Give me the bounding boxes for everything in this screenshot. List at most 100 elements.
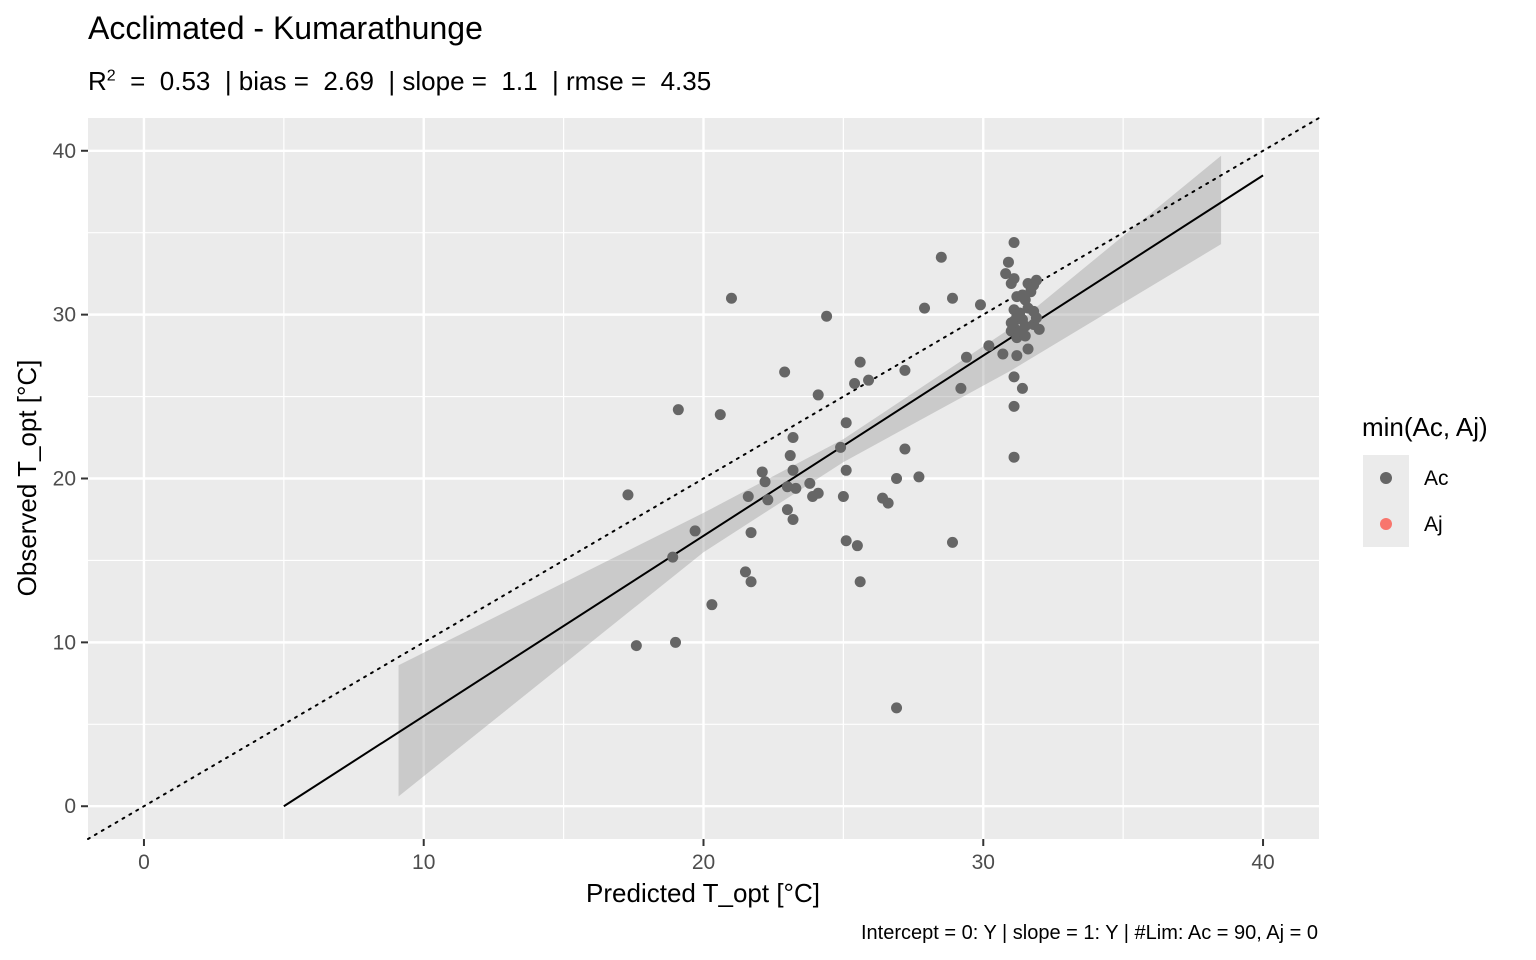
data-point — [812, 487, 824, 499]
r2-label: R — [88, 66, 107, 96]
data-point — [840, 535, 852, 547]
data-point — [689, 525, 701, 537]
y-axis-title: Observed T_opt [°C] — [12, 360, 42, 597]
data-point — [1008, 451, 1020, 463]
x-tick-label: 20 — [692, 851, 715, 874]
data-point — [913, 471, 925, 483]
y-tick-label: 10 — [53, 631, 76, 654]
data-point — [622, 489, 634, 501]
y-axis: 0 10 20 30 40 — [53, 140, 88, 818]
x-axis-title: Predicted T_opt [°C] — [586, 878, 820, 908]
chart-caption: Intercept = 0: Y | slope = 1: Y | #Lim: … — [861, 922, 1318, 944]
data-point — [630, 640, 642, 652]
x-tick-label: 10 — [412, 851, 435, 874]
x-axis: 0 10 20 30 40 — [138, 839, 1275, 874]
data-point — [759, 476, 771, 488]
data-point — [784, 450, 796, 462]
x-tick-label: 0 — [138, 851, 150, 874]
data-point — [1000, 268, 1012, 280]
stats-text: = 0.53 | bias = 2.69 | slope = 1.1 | rms… — [115, 66, 712, 96]
data-point — [974, 299, 986, 311]
data-point — [1011, 350, 1023, 362]
data-point — [739, 566, 751, 578]
data-point — [946, 536, 958, 548]
data-point — [1030, 312, 1042, 324]
legend-title: min(Ac, Aj) — [1362, 412, 1488, 442]
data-point — [1008, 371, 1020, 383]
data-point — [787, 464, 799, 476]
data-point — [762, 494, 774, 506]
legend: min(Ac, Aj) Ac Aj — [1362, 412, 1488, 547]
data-point — [997, 348, 1009, 360]
data-point — [672, 404, 684, 416]
data-point — [1008, 273, 1020, 285]
data-point — [1019, 330, 1031, 342]
data-point — [854, 576, 866, 588]
data-point — [781, 481, 793, 493]
regression-line — [283, 174, 1264, 808]
data-point — [787, 432, 799, 444]
y-tick-label: 30 — [53, 304, 76, 327]
data-point — [899, 443, 911, 455]
data-point — [835, 441, 847, 453]
data-point — [891, 702, 903, 714]
data-point — [1008, 400, 1020, 412]
data-point — [935, 251, 947, 263]
data-point — [960, 351, 972, 363]
identity-line — [87, 117, 1320, 840]
data-point — [849, 377, 861, 389]
data-point — [919, 302, 931, 314]
data-point — [742, 491, 754, 503]
identity-line-path — [87, 117, 1320, 840]
legend-label-aj: Aj — [1424, 513, 1443, 536]
legend-label-ac: Ac — [1424, 467, 1449, 490]
data-points — [622, 237, 1045, 714]
data-point — [821, 310, 833, 322]
data-point — [804, 477, 816, 489]
data-point — [714, 409, 726, 421]
y-tick-label: 0 — [64, 795, 76, 818]
data-point — [790, 482, 802, 494]
chart-title: Acclimated - Kumarathunge — [88, 10, 483, 46]
data-point — [840, 464, 852, 476]
data-point — [756, 466, 768, 478]
r2-superscript: 2 — [106, 67, 116, 85]
regression-line-path — [283, 174, 1264, 808]
data-point — [781, 504, 793, 516]
data-point — [812, 389, 824, 401]
data-point — [837, 491, 849, 503]
data-point — [882, 497, 894, 509]
data-point — [899, 364, 911, 376]
data-point — [725, 292, 737, 304]
data-point — [1033, 323, 1045, 335]
legend-key-ac — [1380, 472, 1392, 484]
data-point — [891, 473, 903, 484]
data-point — [787, 513, 799, 525]
data-point — [667, 551, 679, 563]
data-point — [1022, 343, 1034, 355]
legend-key-aj — [1380, 518, 1392, 530]
data-point — [840, 417, 852, 429]
data-point — [779, 366, 791, 378]
x-tick-label: 30 — [972, 851, 995, 874]
data-point — [1030, 274, 1042, 286]
confidence-band — [398, 155, 1222, 797]
data-point — [863, 374, 875, 386]
confidence-band-area — [398, 155, 1222, 797]
data-point — [1002, 256, 1014, 268]
data-point — [706, 599, 718, 611]
x-tick-label: 40 — [1251, 851, 1274, 874]
y-tick-label: 20 — [53, 468, 76, 491]
data-point — [851, 540, 863, 552]
data-point — [670, 636, 682, 648]
data-point — [1008, 237, 1020, 249]
chart-subtitle: R2 = 0.53 | bias = 2.69 | slope = 1.1 | … — [88, 66, 711, 97]
data-point — [745, 576, 757, 588]
data-point — [1019, 320, 1031, 332]
data-point — [1016, 382, 1028, 394]
data-point — [955, 382, 967, 394]
data-point — [854, 356, 866, 368]
data-point — [946, 292, 958, 304]
y-tick-label: 40 — [53, 140, 76, 163]
